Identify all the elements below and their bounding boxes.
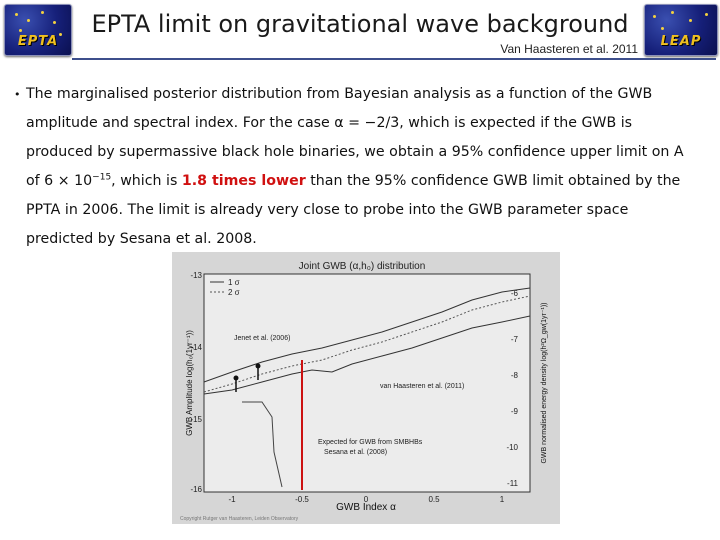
plot-frame <box>203 273 531 493</box>
y-right-tick-label: -7 <box>511 335 519 344</box>
star-icon <box>27 19 30 22</box>
contour-1sigma-lower <box>203 315 531 395</box>
highlight-text: 1.8 times lower <box>181 173 306 189</box>
contour-1sigma-upper <box>203 287 531 383</box>
bullet-icon: • <box>14 88 21 101</box>
legend-1sigma: 1 σ <box>228 278 240 287</box>
contour-2sigma-upper <box>203 295 531 393</box>
annotation-sesana: Sesana et al. (2008) <box>324 449 387 456</box>
y-right-tick-label: -6 <box>511 289 519 298</box>
x-tick-label: 0.5 <box>428 495 440 504</box>
y-right-tick-label: -11 <box>507 479 519 488</box>
paragraph-part-c: than the 95% confidence GWB limit obtain… <box>26 173 681 247</box>
y-left-axis-label: GWB Amplitude log(h₀(1yr⁻¹)) <box>185 330 194 436</box>
x-tick-label: 1 <box>500 495 505 504</box>
y-left-tick-label: -15 <box>190 415 202 424</box>
star-icon <box>19 29 22 32</box>
contour-lower-bound <box>242 401 283 488</box>
slide-title: EPTA limit on gravitational wave backgro… <box>91 10 629 38</box>
gwb-distribution-figure: Joint GWB (α,h₀) distribution 1 σ 2 σ Je… <box>172 252 560 524</box>
x-tick-label: -1 <box>228 495 236 504</box>
annotation-van-haasteren: van Haasteren et al. (2011) <box>380 383 464 390</box>
y-right-tick-label: -9 <box>511 407 519 416</box>
star-icon <box>15 13 18 16</box>
star-icon <box>41 11 44 14</box>
header-rule <box>72 58 716 60</box>
y-right-tick-label: -10 <box>506 443 518 452</box>
figure-svg: Joint GWB (α,h₀) distribution 1 σ 2 σ Je… <box>180 261 548 522</box>
x-tick-label: 0 <box>364 495 369 504</box>
y-left-ticks: -13 -14 -15 -16 <box>190 271 202 494</box>
star-icon <box>59 33 62 36</box>
star-icon <box>53 21 56 24</box>
x-axis-label: GWB Index α <box>336 502 396 513</box>
y-right-axis-label: GWB normalised energy density log(h²Ω_gw… <box>541 302 548 463</box>
y-left-tick-label: -14 <box>190 343 202 352</box>
epta-logo-text: EPTA <box>17 34 59 49</box>
star-icon <box>705 13 708 16</box>
annotation-expected: Expected for GWB from SMBHBs <box>318 439 423 446</box>
paragraph-part-b: , which is <box>111 173 182 189</box>
star-icon <box>661 27 664 30</box>
star-icon <box>671 11 674 14</box>
exponent: −15 <box>92 172 112 183</box>
leap-logo-text: LEAP <box>660 34 702 49</box>
y-left-tick-label: -16 <box>190 485 202 494</box>
star-icon <box>689 19 692 22</box>
paragraph-text: The marginalised posterior distribution … <box>14 80 694 254</box>
x-ticks: -1 -0.5 0 0.5 1 <box>228 495 504 504</box>
citation-byline: Van Haasteren et al. 2011 <box>500 42 638 56</box>
x-tick-label: -0.5 <box>295 495 309 504</box>
figure-title: Joint GWB (α,h₀) distribution <box>299 261 426 272</box>
y-left-tick-label: -13 <box>190 271 202 280</box>
paragraph-part-a: The marginalised posterior distribution … <box>26 86 684 189</box>
jenet-limit-point-2 <box>255 363 261 369</box>
legend-2sigma: 2 σ <box>228 288 240 297</box>
leap-logo: LEAP <box>644 4 718 56</box>
y-right-tick-label: -8 <box>511 371 519 380</box>
annotation-jenet: Jenet et al. (2006) <box>234 335 290 342</box>
jenet-limit-point-1 <box>233 375 239 381</box>
epta-logo: EPTA <box>4 4 72 56</box>
bullet-paragraph: • The marginalised posterior distributio… <box>14 80 694 254</box>
y-right-ticks: -6 -7 -8 -9 -10 -11 <box>506 289 518 488</box>
figure-copyright: Copyright Rutger van Haasteren, Leiden O… <box>180 516 299 522</box>
star-icon <box>653 15 656 18</box>
